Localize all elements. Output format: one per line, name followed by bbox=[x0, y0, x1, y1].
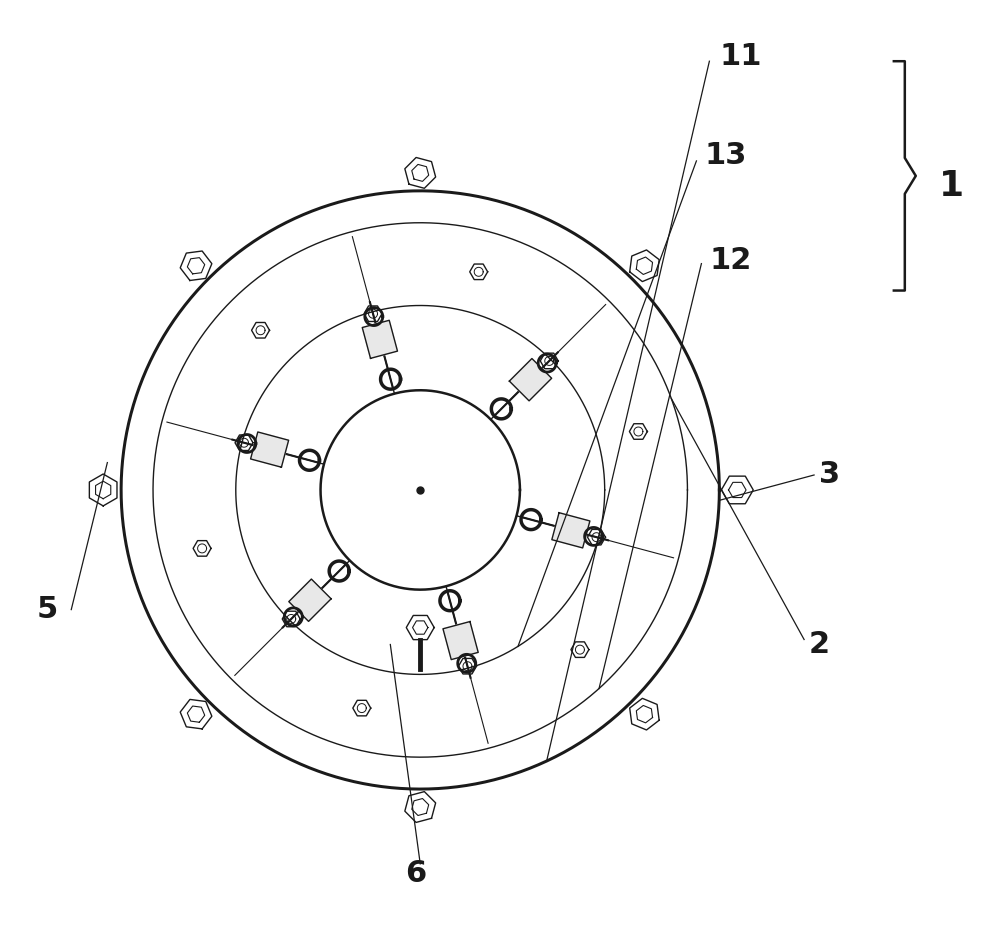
Text: 5: 5 bbox=[36, 595, 58, 624]
Text: 11: 11 bbox=[719, 42, 762, 71]
Polygon shape bbox=[509, 359, 552, 401]
Text: 1: 1 bbox=[939, 168, 964, 202]
Text: 13: 13 bbox=[704, 142, 747, 170]
Polygon shape bbox=[289, 579, 331, 622]
Text: 2: 2 bbox=[809, 630, 830, 659]
Polygon shape bbox=[362, 321, 397, 359]
Polygon shape bbox=[251, 432, 289, 467]
Text: 3: 3 bbox=[819, 461, 840, 489]
Text: 12: 12 bbox=[709, 246, 752, 275]
Polygon shape bbox=[443, 622, 478, 659]
Polygon shape bbox=[552, 513, 590, 548]
Text: 6: 6 bbox=[405, 859, 427, 888]
